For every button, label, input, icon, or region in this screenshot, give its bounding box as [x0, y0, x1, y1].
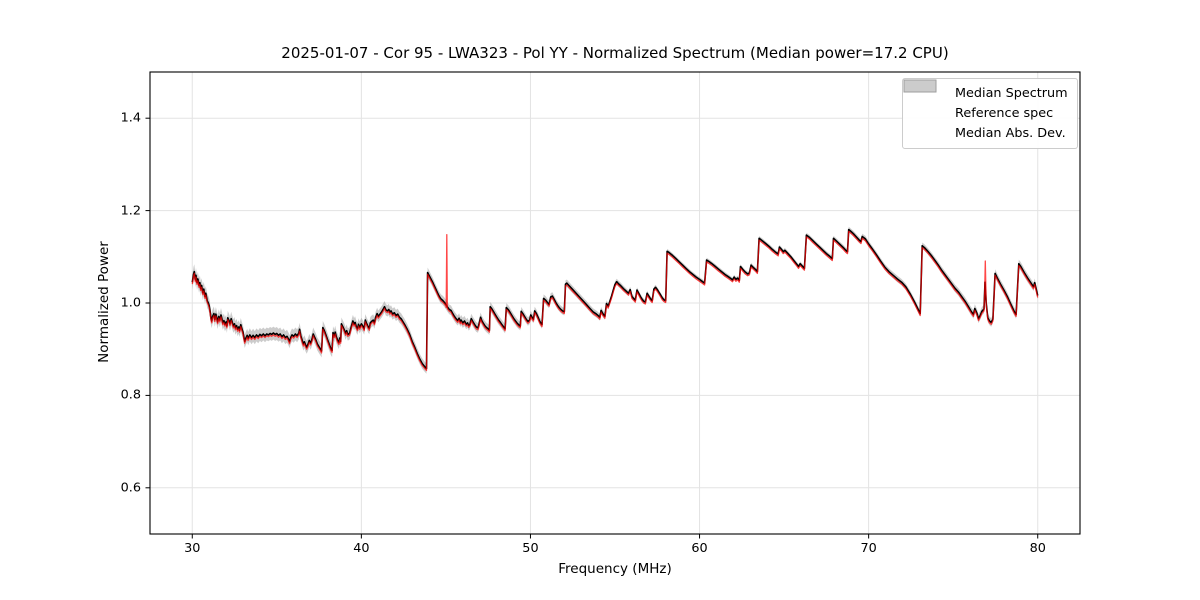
mad-band: [192, 226, 1038, 374]
x-tick-label: 60: [691, 541, 708, 556]
y-axis-label: Normalized Power: [96, 241, 112, 363]
reference-spec-line: [191, 230, 1039, 372]
legend-label: Median Spectrum: [955, 86, 1068, 101]
y-tick-label: 1.2: [120, 203, 141, 219]
chart-title: 2025-01-07 - Cor 95 - LWA323 - Pol YY - …: [281, 44, 949, 62]
legend-item-reference-spec: Reference spec: [904, 80, 1068, 122]
x-tick-label: 70: [860, 541, 877, 556]
legend-label: Median Abs. Dev.: [955, 126, 1066, 141]
y-tick-label: 0.8: [120, 387, 141, 403]
x-tick-label: 50: [522, 541, 539, 556]
legend-box: Median Spectrum Reference spec Median Ab…: [902, 78, 1078, 149]
y-tick-label: 1.0: [120, 295, 141, 311]
median-spectrum-line: [191, 228, 1039, 370]
x-tick-label: 40: [353, 541, 370, 556]
legend-item-median-abs-dev: Median Abs. Dev.: [903, 79, 1068, 142]
legend-label: Reference spec: [955, 106, 1054, 121]
x-tick-label: 30: [184, 541, 201, 556]
y-tick-label: 1.4: [120, 110, 141, 126]
x-axis-label: Frequency (MHz): [558, 561, 672, 577]
y-tick-label: 0.6: [120, 480, 141, 496]
x-tick-label: 80: [1029, 541, 1046, 556]
